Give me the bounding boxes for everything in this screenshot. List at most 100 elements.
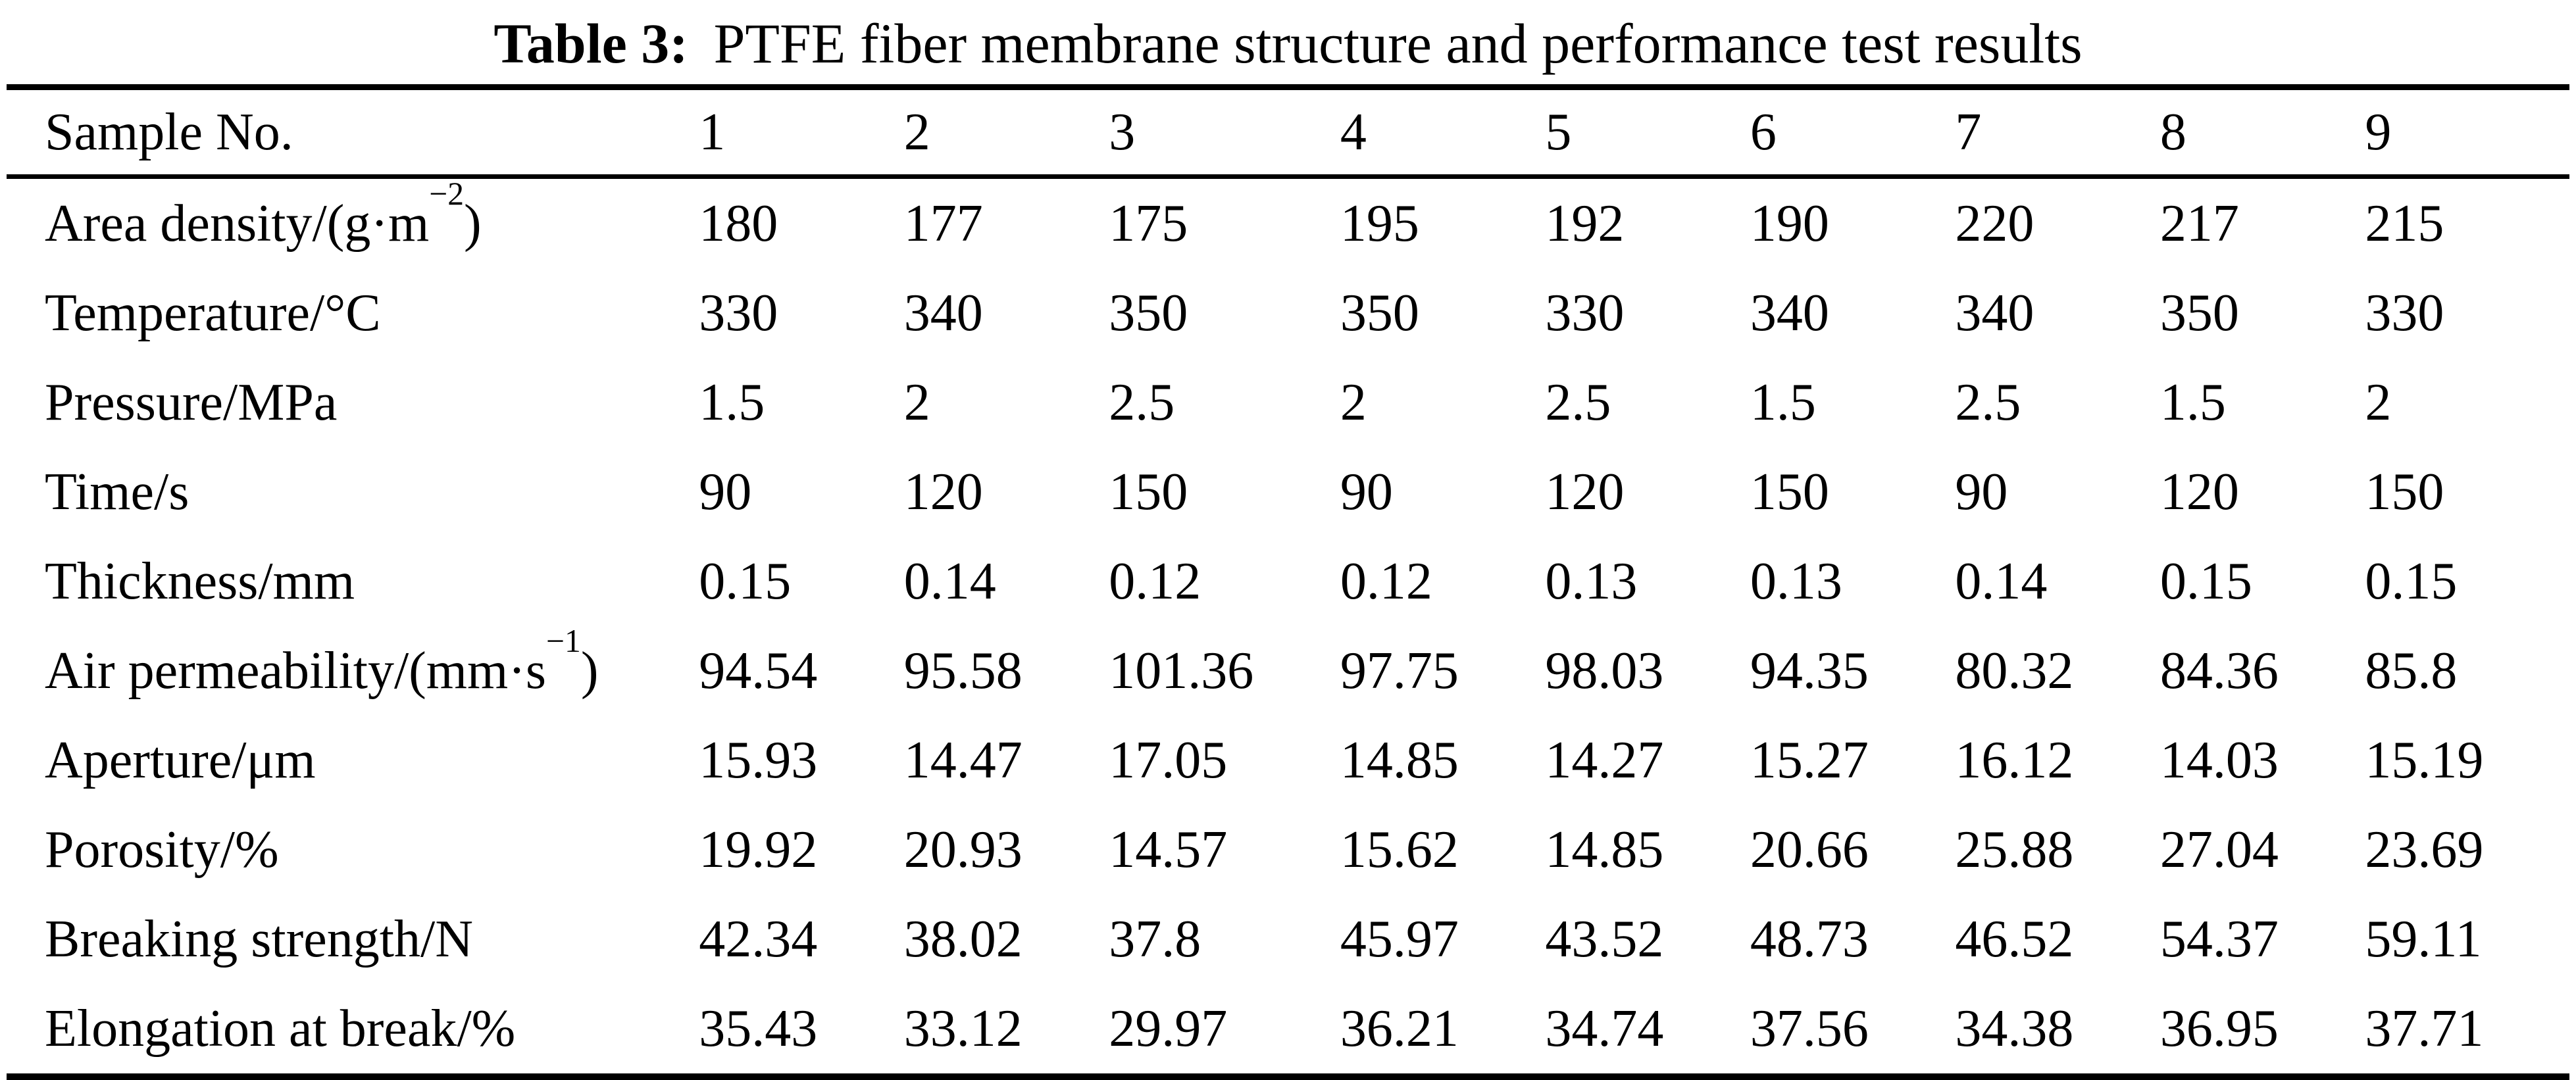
table-caption: Table 3: PTFE fiber membrane structure an…: [0, 0, 2576, 84]
table-cell: 38.02: [903, 910, 1023, 968]
table-cell: 330: [2365, 283, 2444, 342]
table-cell: 59.11: [2365, 910, 2482, 968]
row-label: Area density/(g·m−2): [7, 177, 698, 269]
table-cell: 350: [2159, 283, 2239, 342]
table-cell: 27.04: [2159, 820, 2279, 879]
header-value-4: 4: [1340, 103, 1367, 161]
table-body: Area density/(g·m−2) 180 177 175 195 192…: [7, 177, 2569, 1077]
table-head: Sample No. 1 2 3 4 5 6 7 8 9: [7, 87, 2569, 177]
row-label: Pressure/MPa: [7, 358, 698, 447]
data-table: Sample No. 1 2 3 4 5 6 7 8 9 Area densit…: [7, 84, 2569, 1080]
table-cell: 46.52: [1955, 910, 2074, 968]
table-cell: 0.14: [1955, 552, 2048, 610]
row-label: Breaking strength/N: [7, 895, 698, 984]
table-row: Pressure/MPa 1.5 2 2.5 2 2.5 1.5 2.5 1.5…: [7, 358, 2569, 447]
table-cell: 150: [1109, 462, 1188, 521]
table-cell: 14.03: [2159, 731, 2279, 789]
table-cell: 37.71: [2365, 999, 2484, 1058]
header-value-3: 3: [1109, 103, 1136, 161]
header-label: Sample No.: [45, 103, 293, 161]
table-cell: 15.62: [1340, 820, 1459, 879]
table-cell: 37.8: [1109, 910, 1201, 968]
table-cell: 0.14: [903, 552, 996, 610]
row-label-suffix: ): [464, 194, 482, 253]
table-row: Temperature/°C 330 340 350 350 330 340 3…: [7, 268, 2569, 358]
table-row: Time/s 90 120 150 90 120 150 90 120 150: [7, 447, 2569, 537]
table-cell: 15.27: [1750, 731, 1869, 789]
table-cell: 177: [903, 194, 983, 253]
row-label-text: Aperture/μm: [45, 731, 316, 789]
row-label: Temperature/°C: [7, 268, 698, 358]
table-cell: 350: [1340, 283, 1419, 342]
table-cell: 20.66: [1750, 820, 1869, 879]
table-cell: 120: [903, 462, 983, 521]
table-cell: 85.8: [2365, 641, 2458, 700]
table-header-row: Sample No. 1 2 3 4 5 6 7 8 9: [7, 87, 2569, 177]
header-value-7: 7: [1955, 103, 1982, 161]
header-value-1: 1: [699, 103, 726, 161]
table-cell: 15.19: [2365, 731, 2484, 789]
table-cell: 14.27: [1545, 731, 1664, 789]
table-cell: 1.5: [2159, 373, 2226, 431]
table-cell: 0.15: [2159, 552, 2252, 610]
row-label-superscript: −1: [546, 622, 581, 659]
table-cell: 175: [1109, 194, 1188, 253]
table-cell: 0.12: [1340, 552, 1432, 610]
table-cell: 80.32: [1955, 641, 2074, 700]
table-cell: 98.03: [1545, 641, 1664, 700]
table-cell: 350: [1109, 283, 1188, 342]
table-cell: 84.36: [2159, 641, 2279, 700]
table-caption-text: PTFE fiber membrane structure and perfor…: [713, 12, 2083, 75]
table-cell: 25.88: [1955, 820, 2074, 879]
table-cell: 217: [2159, 194, 2239, 253]
row-label: Thickness/mm: [7, 537, 698, 626]
table-cell: 1.5: [699, 373, 765, 431]
table-cell: 95.58: [903, 641, 1023, 700]
table-cell: 14.85: [1545, 820, 1664, 879]
table-cell: 35.43: [699, 999, 818, 1058]
table-cell: 29.97: [1109, 999, 1228, 1058]
table-cell: 34.38: [1955, 999, 2074, 1058]
table-cell: 2.5: [1109, 373, 1175, 431]
header-value-9: 9: [2365, 103, 2392, 161]
table-cell: 16.12: [1955, 731, 2074, 789]
row-label-text: Area density/(g·m: [45, 194, 430, 253]
table-cell: 19.92: [699, 820, 818, 879]
header-value-6: 6: [1750, 103, 1777, 161]
table-cell: 90: [699, 462, 752, 521]
row-label: Time/s: [7, 447, 698, 537]
row-label-text: Air permeability/(mm·s: [45, 641, 547, 700]
table-cell: 2: [2365, 373, 2392, 431]
row-label-text: Thickness/mm: [45, 552, 355, 610]
table-cell: 190: [1750, 194, 1829, 253]
row-label-suffix: ): [580, 641, 599, 700]
table-row: Aperture/μm 15.93 14.47 17.05 14.85 14.2…: [7, 716, 2569, 805]
table-row: Air permeability/(mm·s−1) 94.54 95.58 10…: [7, 622, 2569, 716]
table-cell: 14.47: [903, 731, 1023, 789]
table-cell: 90: [1340, 462, 1393, 521]
table-cell: 37.56: [1750, 999, 1869, 1058]
table-row: Elongation at break/% 35.43 33.12 29.97 …: [7, 984, 2569, 1077]
table-cell: 101.36: [1109, 641, 1254, 700]
row-label: Aperture/μm: [7, 716, 698, 805]
table-cell: 15.93: [699, 731, 818, 789]
table-row: Area density/(g·m−2) 180 177 175 195 192…: [7, 177, 2569, 269]
row-label: Air permeability/(mm·s−1): [7, 622, 698, 716]
table-cell: 180: [699, 194, 778, 253]
table-cell: 0.15: [2365, 552, 2458, 610]
table-cell: 120: [2159, 462, 2239, 521]
table-cell: 2: [1340, 373, 1367, 431]
table-cell: 0.15: [699, 552, 792, 610]
table-row: Thickness/mm 0.15 0.14 0.12 0.12 0.13 0.…: [7, 537, 2569, 626]
table-cell: 2.5: [1545, 373, 1611, 431]
table-cell: 94.54: [699, 641, 818, 700]
row-label-text: Breaking strength/N: [45, 910, 473, 968]
table-cell: 0.13: [1750, 552, 1842, 610]
table-cell: 17.05: [1109, 731, 1228, 789]
table-cell: 45.97: [1340, 910, 1459, 968]
row-label: Porosity/%: [7, 805, 698, 895]
table-cell: 150: [2365, 462, 2444, 521]
table-cell: 150: [1750, 462, 1829, 521]
table-cell: 14.57: [1109, 820, 1228, 879]
